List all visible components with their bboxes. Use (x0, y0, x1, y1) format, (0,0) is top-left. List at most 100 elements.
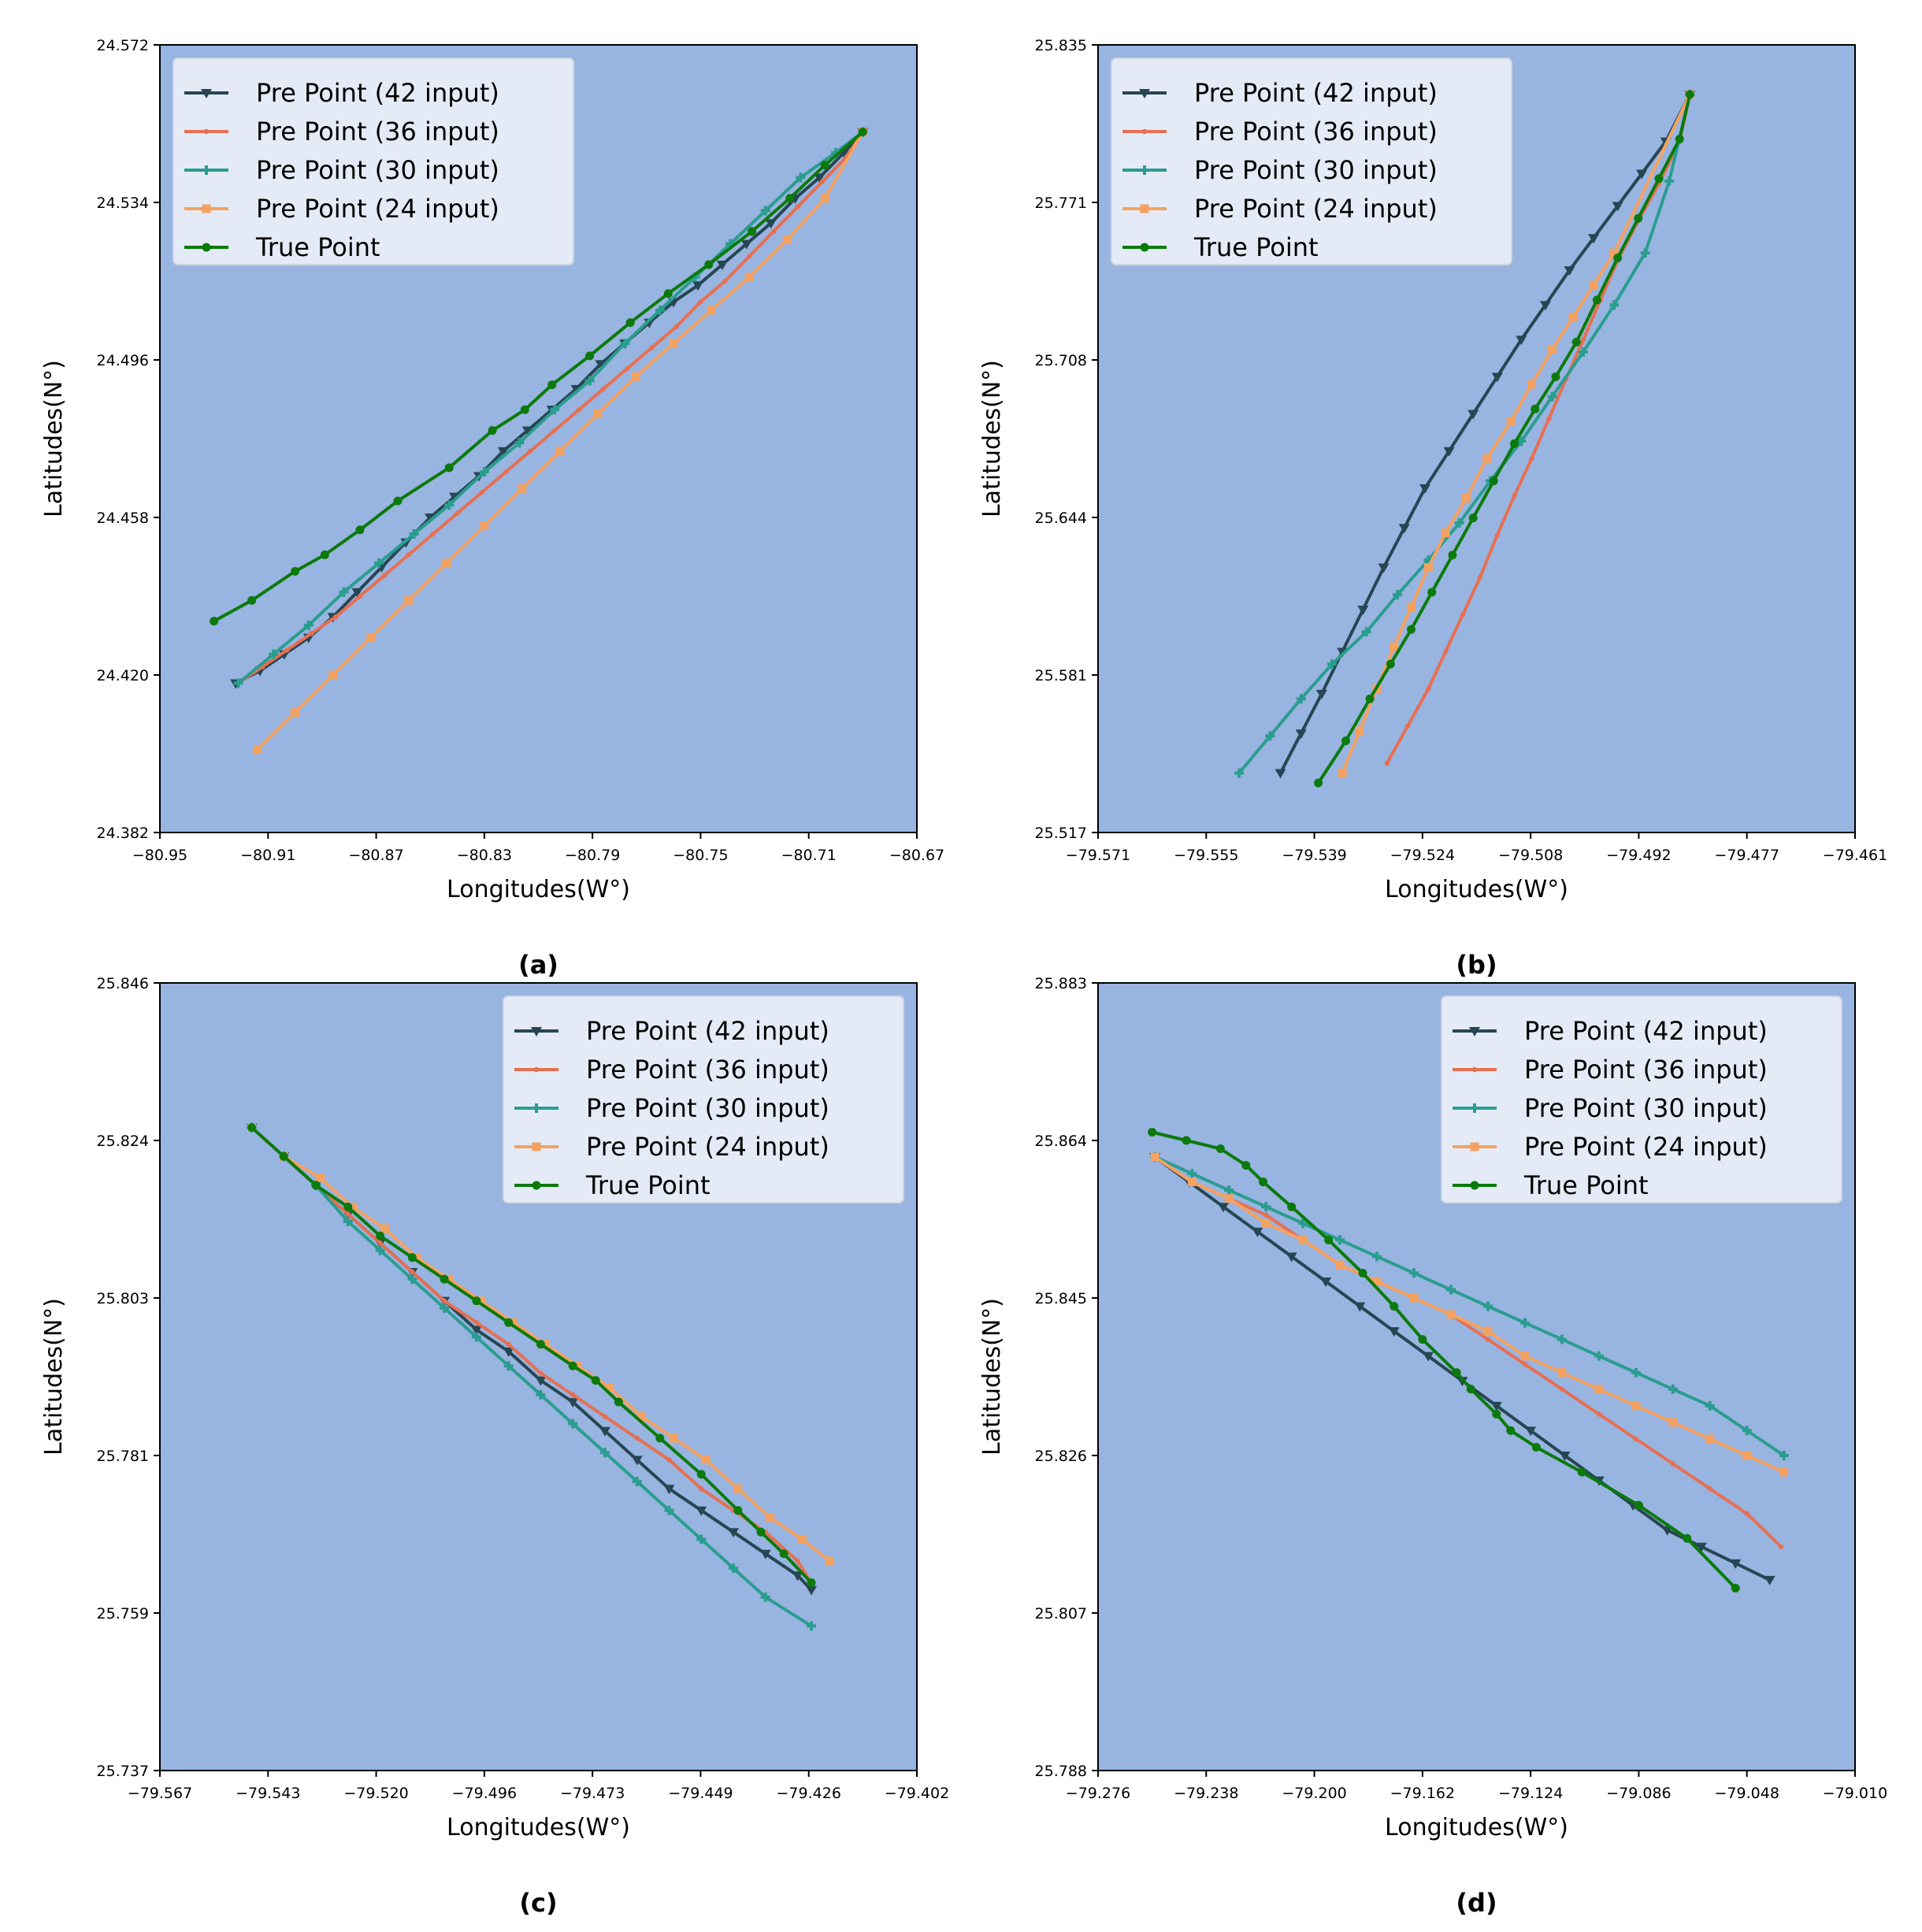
data-point (820, 161, 829, 170)
data-point (807, 1621, 817, 1631)
data-point (576, 406, 582, 413)
data-point (1426, 686, 1431, 692)
data-point (1404, 723, 1411, 729)
data-point (599, 1426, 610, 1437)
data-point (440, 1274, 449, 1284)
data-point (1295, 729, 1307, 740)
data-point (442, 558, 451, 568)
data-point (343, 1202, 353, 1211)
data-point (1261, 1202, 1271, 1212)
x-tick-label: −80.91 (240, 847, 295, 864)
x-axis-label: Longitudes(W°) (1385, 1814, 1568, 1841)
data-point (210, 617, 219, 626)
data-point (1327, 659, 1338, 669)
series-s24 (1338, 90, 1694, 778)
data-point (1361, 627, 1371, 637)
data-point (444, 463, 454, 473)
y-tick-label: 24.458 (97, 510, 149, 527)
y-tick-label: 25.864 (1035, 1133, 1087, 1150)
data-point (455, 510, 460, 516)
data-point (479, 467, 489, 477)
data-point (472, 1296, 481, 1306)
data-point (407, 1274, 417, 1285)
data-point (625, 318, 635, 328)
data-point (1596, 1411, 1602, 1417)
data-point (1287, 1202, 1297, 1211)
data-point (521, 426, 533, 436)
data-point (1357, 605, 1369, 615)
data-point (570, 384, 582, 395)
data-point (1494, 532, 1500, 538)
legend-box (1441, 996, 1842, 1203)
data-point (351, 588, 363, 598)
data-point (508, 1318, 518, 1327)
data-point (631, 372, 640, 381)
x-tick-label: −79.492 (1606, 847, 1671, 864)
series-line-s30 (250, 1126, 813, 1628)
data-point (625, 365, 630, 371)
data-point (1527, 380, 1536, 389)
data-layer (1234, 89, 1696, 788)
data-point (520, 405, 529, 414)
data-point (488, 425, 497, 435)
data-point (1454, 517, 1464, 528)
data-point (1594, 1351, 1604, 1361)
y-tick-label: 25.781 (97, 1448, 149, 1465)
legend-entry: Pre Point (30 input) (1524, 1093, 1768, 1123)
data-point (814, 173, 826, 184)
data-point (820, 194, 829, 203)
legend-entry: Pre Point (24 input) (1524, 1132, 1768, 1162)
panel-caption: (d) (1456, 1888, 1497, 1918)
data-point (441, 1298, 447, 1303)
data-point (1338, 769, 1347, 778)
data-point (1320, 1277, 1332, 1287)
data-point (1467, 410, 1479, 420)
data-point (733, 1484, 743, 1493)
legend-swatch-marker (1139, 89, 1150, 98)
data-point (747, 254, 752, 259)
data-point (759, 1549, 771, 1559)
data-point (497, 447, 509, 457)
x-tick-label: −79.543 (236, 1785, 300, 1802)
data-point (514, 438, 525, 448)
data-point (1631, 1401, 1641, 1411)
data-point (593, 409, 603, 418)
data-point (233, 678, 243, 688)
legend-entry: Pre Point (42 input) (1524, 1016, 1768, 1046)
data-point (1384, 760, 1390, 766)
data-point (1539, 301, 1551, 311)
data-point (550, 405, 560, 415)
data-point (1390, 642, 1399, 651)
data-point (1275, 769, 1286, 779)
data-point (806, 1585, 818, 1596)
data-point (807, 1578, 816, 1587)
x-tick-label: −79.567 (128, 1785, 192, 1802)
data-point (796, 172, 806, 183)
data-point (253, 745, 262, 755)
data-point (1594, 1385, 1604, 1394)
data-point (1559, 1452, 1571, 1461)
data-point (1633, 1436, 1639, 1442)
data-point (1150, 1152, 1160, 1162)
data-point (1388, 1327, 1400, 1337)
legend: Pre Point (42 input) Pre Point (36 input)… (503, 996, 904, 1203)
data-point (332, 614, 339, 620)
data-point (528, 448, 533, 454)
data-point (1215, 1144, 1225, 1154)
series-line-s24 (1154, 1155, 1785, 1474)
data-point (1609, 248, 1619, 258)
data-point (602, 1414, 608, 1419)
data-point (605, 1383, 614, 1392)
data-point (825, 1556, 834, 1566)
data-point (1441, 528, 1450, 537)
x-tick-label: −79.496 (452, 1785, 517, 1802)
data-point (669, 1433, 678, 1443)
data-point (1355, 726, 1364, 736)
data-point (1779, 1451, 1789, 1460)
x-tick-label: −79.426 (777, 1785, 841, 1802)
legend-swatch-marker (533, 1066, 540, 1073)
data-point (795, 1558, 800, 1564)
data-point (393, 496, 403, 506)
data-point (410, 1269, 415, 1275)
data-point (649, 345, 655, 350)
